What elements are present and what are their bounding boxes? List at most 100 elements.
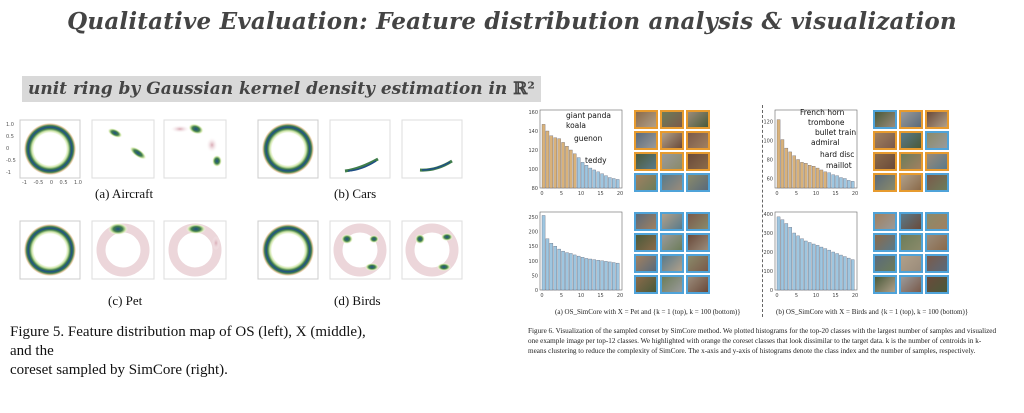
histogram-bar: [796, 159, 800, 189]
fig5-cars-coreset: [401, 119, 463, 179]
x-tick-label: 10: [578, 293, 584, 299]
thumbnail-image: [899, 233, 923, 252]
pet-label-3: teddy: [585, 156, 607, 165]
histogram-bar: [792, 155, 796, 189]
histogram-bar: [819, 169, 824, 189]
thumbnail-image: [925, 212, 949, 231]
histogram-bar: [608, 261, 612, 291]
y-tick-label: 100: [528, 259, 538, 265]
histogram-bar: [565, 252, 569, 291]
histogram-bar: [576, 255, 581, 291]
thumbnail-image: [925, 173, 949, 192]
histogram-bar: [592, 169, 596, 189]
x-tick-label: 15: [832, 191, 838, 197]
y-tick-label: 100: [763, 139, 773, 145]
histogram-bar: [545, 238, 550, 291]
x-tick-label: 0: [775, 191, 778, 197]
histogram-bar: [580, 162, 585, 189]
ytick: 0: [6, 146, 10, 152]
pet-label-1: koala: [566, 121, 586, 130]
thumbnail-image: [899, 275, 923, 294]
fig5-aircraft-x: [91, 119, 155, 179]
x-tick-label: 5: [795, 293, 798, 299]
y-tick-label: 50: [532, 273, 538, 279]
bird-label-5: maillot: [826, 161, 852, 170]
subtitle-math: ℝ²: [513, 79, 535, 99]
histogram-bar: [804, 163, 808, 189]
thumbnail-image: [660, 173, 684, 192]
histogram-bar: [808, 242, 812, 291]
histogram-bar: [596, 171, 600, 189]
fig5-label-cars: (b) Cars: [334, 186, 377, 201]
histogram-bar: [823, 171, 828, 189]
histogram-bar: [545, 130, 550, 189]
thumbnail-image: [925, 275, 949, 294]
y-tick-label: 150: [528, 244, 538, 250]
thumbnail-image: [634, 212, 658, 231]
thumbnail-image: [873, 233, 897, 252]
histogram-bar: [576, 157, 581, 189]
ytick: -1: [6, 170, 11, 176]
histogram-bar: [553, 137, 557, 189]
y-tick-label: 0: [770, 288, 773, 294]
histogram-bar: [788, 227, 792, 291]
histogram-bar: [541, 215, 546, 291]
y-tick-label: 250: [528, 215, 538, 221]
fig5-yticks-a: 1.0 0.5 0 -0.5 -1: [6, 119, 16, 179]
y-tick-label: 300: [763, 231, 773, 237]
histogram-bar: [835, 175, 839, 189]
histogram-bar: [565, 146, 569, 189]
thumbnail-image: [634, 131, 658, 150]
thumbnail-image: [634, 173, 658, 192]
xtick: 1.0: [74, 180, 82, 186]
histogram-bar: [839, 177, 843, 189]
thumbnail-image: [634, 254, 658, 273]
x-tick-label: 5: [795, 191, 798, 197]
histogram-bar: [588, 258, 593, 291]
xtick: 0: [49, 180, 54, 186]
thumbnail-image: [899, 131, 923, 150]
fig6-right-caption: (b) OS_SimCore with X = Birds and {k = 1…: [776, 308, 969, 316]
fig5-xticks-a: -1 -0.5 0 0.5 1.0: [22, 180, 82, 186]
thumbnail-image: [899, 212, 923, 231]
thumbnail-image: [634, 110, 658, 129]
thumbnail-image: [686, 131, 710, 150]
histogram-bar: [796, 235, 800, 291]
x-tick-label: 20: [852, 191, 858, 197]
histogram-bar: [850, 181, 855, 189]
histogram-bar: [569, 149, 573, 189]
fig5-birds-x: [329, 220, 391, 280]
histogram-bar: [588, 167, 593, 189]
x-tick-label: 10: [578, 191, 584, 197]
histogram-bar: [604, 175, 608, 189]
thumbnail-image: [660, 212, 684, 231]
y-tick-label: 100: [528, 167, 538, 173]
histogram-bar: [800, 162, 804, 189]
histogram-1: 60 80 100 120 0 5 10 15 20: [763, 109, 858, 197]
histogram-bar: [815, 167, 820, 189]
histogram-bar: [596, 260, 600, 291]
xtick: -0.5: [33, 180, 44, 186]
histogram-2: 0 50 100 150 200 250 0 5 10 15 20: [528, 211, 623, 299]
histogram-3: 0 100 200 300 400 0 5 10 15 20: [763, 211, 858, 299]
histogram-bar: [808, 165, 812, 189]
histogram-bar: [584, 258, 589, 291]
y-tick-label: 100: [763, 269, 773, 275]
histogram-bar: [573, 254, 577, 291]
x-tick-label: 20: [852, 293, 858, 299]
histogram-bar: [800, 238, 804, 291]
y-tick-label: 160: [528, 110, 538, 116]
thumbnail-image: [660, 131, 684, 150]
thumbnail-image: [660, 110, 684, 129]
histogram-bar: [776, 119, 781, 189]
y-tick-label: 0: [535, 288, 538, 294]
fig5-caption: Figure 5. Feature distribution map of OS…: [10, 323, 370, 380]
histogram-bar: [557, 138, 561, 189]
histogram-bar: [827, 172, 831, 189]
histogram-bar: [541, 124, 546, 189]
thumbnail-image: [873, 275, 897, 294]
x-tick-label: 10: [813, 191, 819, 197]
y-tick-label: 200: [763, 250, 773, 256]
histogram-bar: [615, 262, 620, 291]
thumbnail-image: [686, 254, 710, 273]
